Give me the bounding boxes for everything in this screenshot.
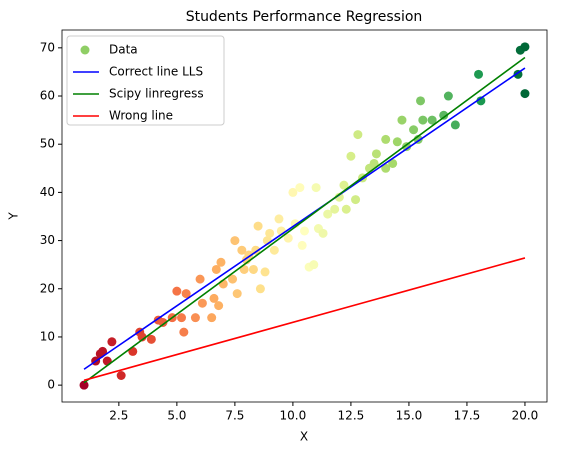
data-point <box>216 257 226 267</box>
data-point <box>211 264 221 274</box>
data-point <box>409 125 419 135</box>
data-point <box>311 183 321 193</box>
data-point <box>443 91 453 101</box>
data-point <box>297 240 307 250</box>
y-axis-label: Y <box>7 212 21 221</box>
data-point <box>474 69 484 79</box>
legend-label: Correct line LLS <box>109 65 203 79</box>
data-point <box>260 267 270 277</box>
x-tick-label: 20.0 <box>512 409 539 423</box>
legend: Data Correct line LLS Scipy linregress Wron… <box>66 35 225 126</box>
data-point <box>98 346 108 356</box>
data-point <box>392 137 402 147</box>
legend-box <box>66 35 225 126</box>
data-point <box>309 260 319 270</box>
data-point <box>269 245 279 255</box>
data-point <box>197 298 207 308</box>
data-point <box>232 289 242 299</box>
legend-marker <box>80 45 90 55</box>
data-point <box>283 233 293 243</box>
data-point <box>209 293 219 303</box>
data-point <box>339 180 349 190</box>
data-point <box>330 204 340 214</box>
y-tick-label: 20 <box>40 281 55 295</box>
data-point <box>439 110 449 120</box>
data-point <box>177 313 187 323</box>
data-point <box>381 163 391 173</box>
y-tick-label: 60 <box>40 89 55 103</box>
data-point <box>79 380 89 390</box>
data-point <box>388 158 398 168</box>
x-tick-label: 2.5 <box>109 409 128 423</box>
data-point <box>172 286 182 296</box>
regression-line <box>83 67 526 370</box>
plot-frame <box>61 29 548 403</box>
data-point <box>397 115 407 125</box>
x-tick-label: 15.0 <box>396 409 423 423</box>
y-tick-label: 70 <box>40 40 55 54</box>
data-point <box>288 187 298 197</box>
data-point <box>265 228 275 238</box>
x-tick-label: 17.5 <box>454 409 481 423</box>
legend-label: Data <box>109 43 138 57</box>
data-point <box>295 183 305 193</box>
data-point <box>520 89 530 99</box>
x-tick-label: 5.0 <box>167 409 186 423</box>
data-point <box>230 236 240 246</box>
x-tick-label: 7.5 <box>225 409 244 423</box>
data-point <box>323 209 333 219</box>
data-point <box>179 327 189 337</box>
data-point <box>190 313 200 323</box>
data-point <box>146 334 156 344</box>
data-point <box>214 301 224 311</box>
y-tick-label: 10 <box>40 329 55 343</box>
y-tick-label: 50 <box>40 137 55 151</box>
data-point <box>228 274 238 284</box>
data-point <box>346 151 356 161</box>
data-point <box>371 149 381 159</box>
data-point <box>116 370 126 380</box>
data-point <box>300 226 309 236</box>
regression-line <box>83 56 526 384</box>
data-point <box>381 134 391 144</box>
data-point <box>450 120 460 130</box>
data-point <box>341 204 351 214</box>
data-point <box>402 142 412 152</box>
x-tick-label: 12.5 <box>338 409 365 423</box>
data-point <box>416 96 426 106</box>
data-point <box>520 42 530 52</box>
data-point <box>253 221 263 231</box>
data-point <box>181 289 191 299</box>
regression-line <box>83 257 526 382</box>
data-point <box>251 245 261 255</box>
data-point <box>351 195 361 205</box>
y-tick-label: 40 <box>40 185 55 199</box>
legend-label: Scipy linregress <box>109 87 204 101</box>
chart-title: Students Performance Regression <box>186 9 423 25</box>
x-axis-label: X <box>300 430 308 444</box>
data-point <box>476 96 486 106</box>
data-point <box>334 192 344 202</box>
data-point <box>427 115 437 125</box>
data-point <box>195 274 205 284</box>
data-point <box>353 130 363 140</box>
data-point <box>274 214 284 224</box>
x-tick-label: 10.0 <box>280 409 307 423</box>
data-point <box>207 313 217 323</box>
legend-label: Wrong line <box>109 109 173 123</box>
data-point <box>369 158 379 168</box>
data-point <box>158 317 168 327</box>
data-point <box>237 245 247 255</box>
data-point <box>418 115 428 125</box>
data-point <box>248 264 258 274</box>
data-point <box>107 337 117 347</box>
data-point <box>318 228 328 238</box>
y-tick-label: 0 <box>47 378 55 392</box>
y-tick-label: 30 <box>40 233 55 247</box>
data-point <box>255 284 265 294</box>
